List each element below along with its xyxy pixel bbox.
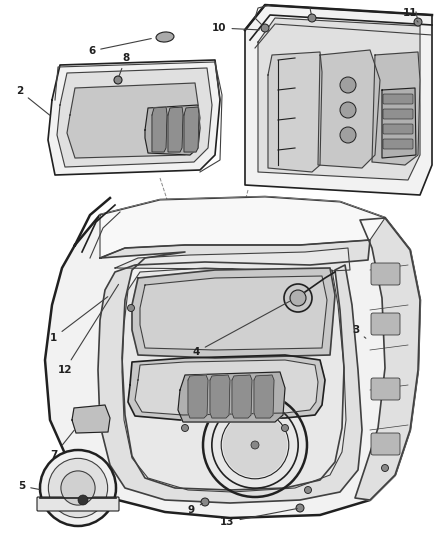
FancyBboxPatch shape	[383, 94, 413, 104]
Circle shape	[181, 424, 188, 432]
Text: 9: 9	[188, 504, 203, 515]
Circle shape	[251, 441, 259, 449]
Circle shape	[78, 495, 88, 505]
Text: 11: 11	[403, 8, 418, 22]
Polygon shape	[135, 360, 318, 415]
Polygon shape	[145, 105, 200, 155]
Text: 4: 4	[193, 301, 290, 357]
Circle shape	[282, 424, 289, 432]
Text: 1: 1	[50, 297, 108, 343]
FancyBboxPatch shape	[383, 109, 413, 119]
Polygon shape	[382, 88, 416, 158]
Text: 8: 8	[119, 53, 129, 76]
Polygon shape	[48, 60, 220, 175]
Circle shape	[340, 102, 356, 118]
Circle shape	[201, 498, 209, 506]
Polygon shape	[72, 405, 110, 433]
Polygon shape	[57, 68, 212, 167]
Polygon shape	[128, 355, 325, 420]
Circle shape	[48, 458, 108, 518]
Circle shape	[61, 471, 95, 505]
Polygon shape	[152, 107, 167, 152]
Text: 10: 10	[212, 23, 259, 33]
Circle shape	[127, 304, 134, 311]
FancyBboxPatch shape	[371, 378, 400, 400]
FancyBboxPatch shape	[371, 263, 400, 285]
Polygon shape	[258, 18, 420, 180]
Polygon shape	[245, 5, 432, 195]
Text: 13: 13	[220, 508, 297, 527]
Polygon shape	[178, 372, 285, 422]
Circle shape	[340, 77, 356, 93]
FancyBboxPatch shape	[37, 497, 119, 511]
Polygon shape	[45, 197, 420, 518]
Polygon shape	[67, 83, 200, 158]
Polygon shape	[115, 248, 350, 492]
FancyBboxPatch shape	[371, 313, 400, 335]
Circle shape	[114, 76, 122, 84]
Text: 12: 12	[57, 284, 119, 375]
Polygon shape	[100, 197, 385, 258]
Polygon shape	[210, 375, 230, 418]
Polygon shape	[184, 107, 199, 152]
Circle shape	[381, 464, 389, 472]
FancyBboxPatch shape	[383, 139, 413, 149]
Circle shape	[308, 14, 316, 22]
Polygon shape	[188, 375, 208, 418]
Circle shape	[296, 504, 304, 512]
Circle shape	[40, 450, 116, 526]
Text: 7: 7	[51, 430, 74, 460]
Text: 6: 6	[88, 38, 151, 56]
Circle shape	[223, 413, 287, 477]
Polygon shape	[268, 52, 322, 172]
Circle shape	[340, 127, 356, 143]
Polygon shape	[372, 52, 420, 165]
Polygon shape	[132, 268, 335, 358]
Polygon shape	[168, 107, 183, 152]
Polygon shape	[355, 218, 420, 500]
Circle shape	[261, 24, 269, 32]
Polygon shape	[140, 276, 327, 350]
Polygon shape	[254, 375, 274, 418]
Circle shape	[414, 18, 422, 26]
FancyBboxPatch shape	[383, 124, 413, 134]
Text: 5: 5	[18, 481, 39, 491]
Circle shape	[290, 290, 306, 306]
Polygon shape	[318, 50, 380, 168]
Polygon shape	[232, 375, 252, 418]
Polygon shape	[98, 240, 370, 503]
Ellipse shape	[156, 32, 174, 42]
Circle shape	[284, 284, 312, 312]
Circle shape	[304, 487, 311, 494]
Text: 3: 3	[352, 325, 366, 338]
FancyBboxPatch shape	[371, 433, 400, 455]
Text: 2: 2	[16, 86, 50, 115]
